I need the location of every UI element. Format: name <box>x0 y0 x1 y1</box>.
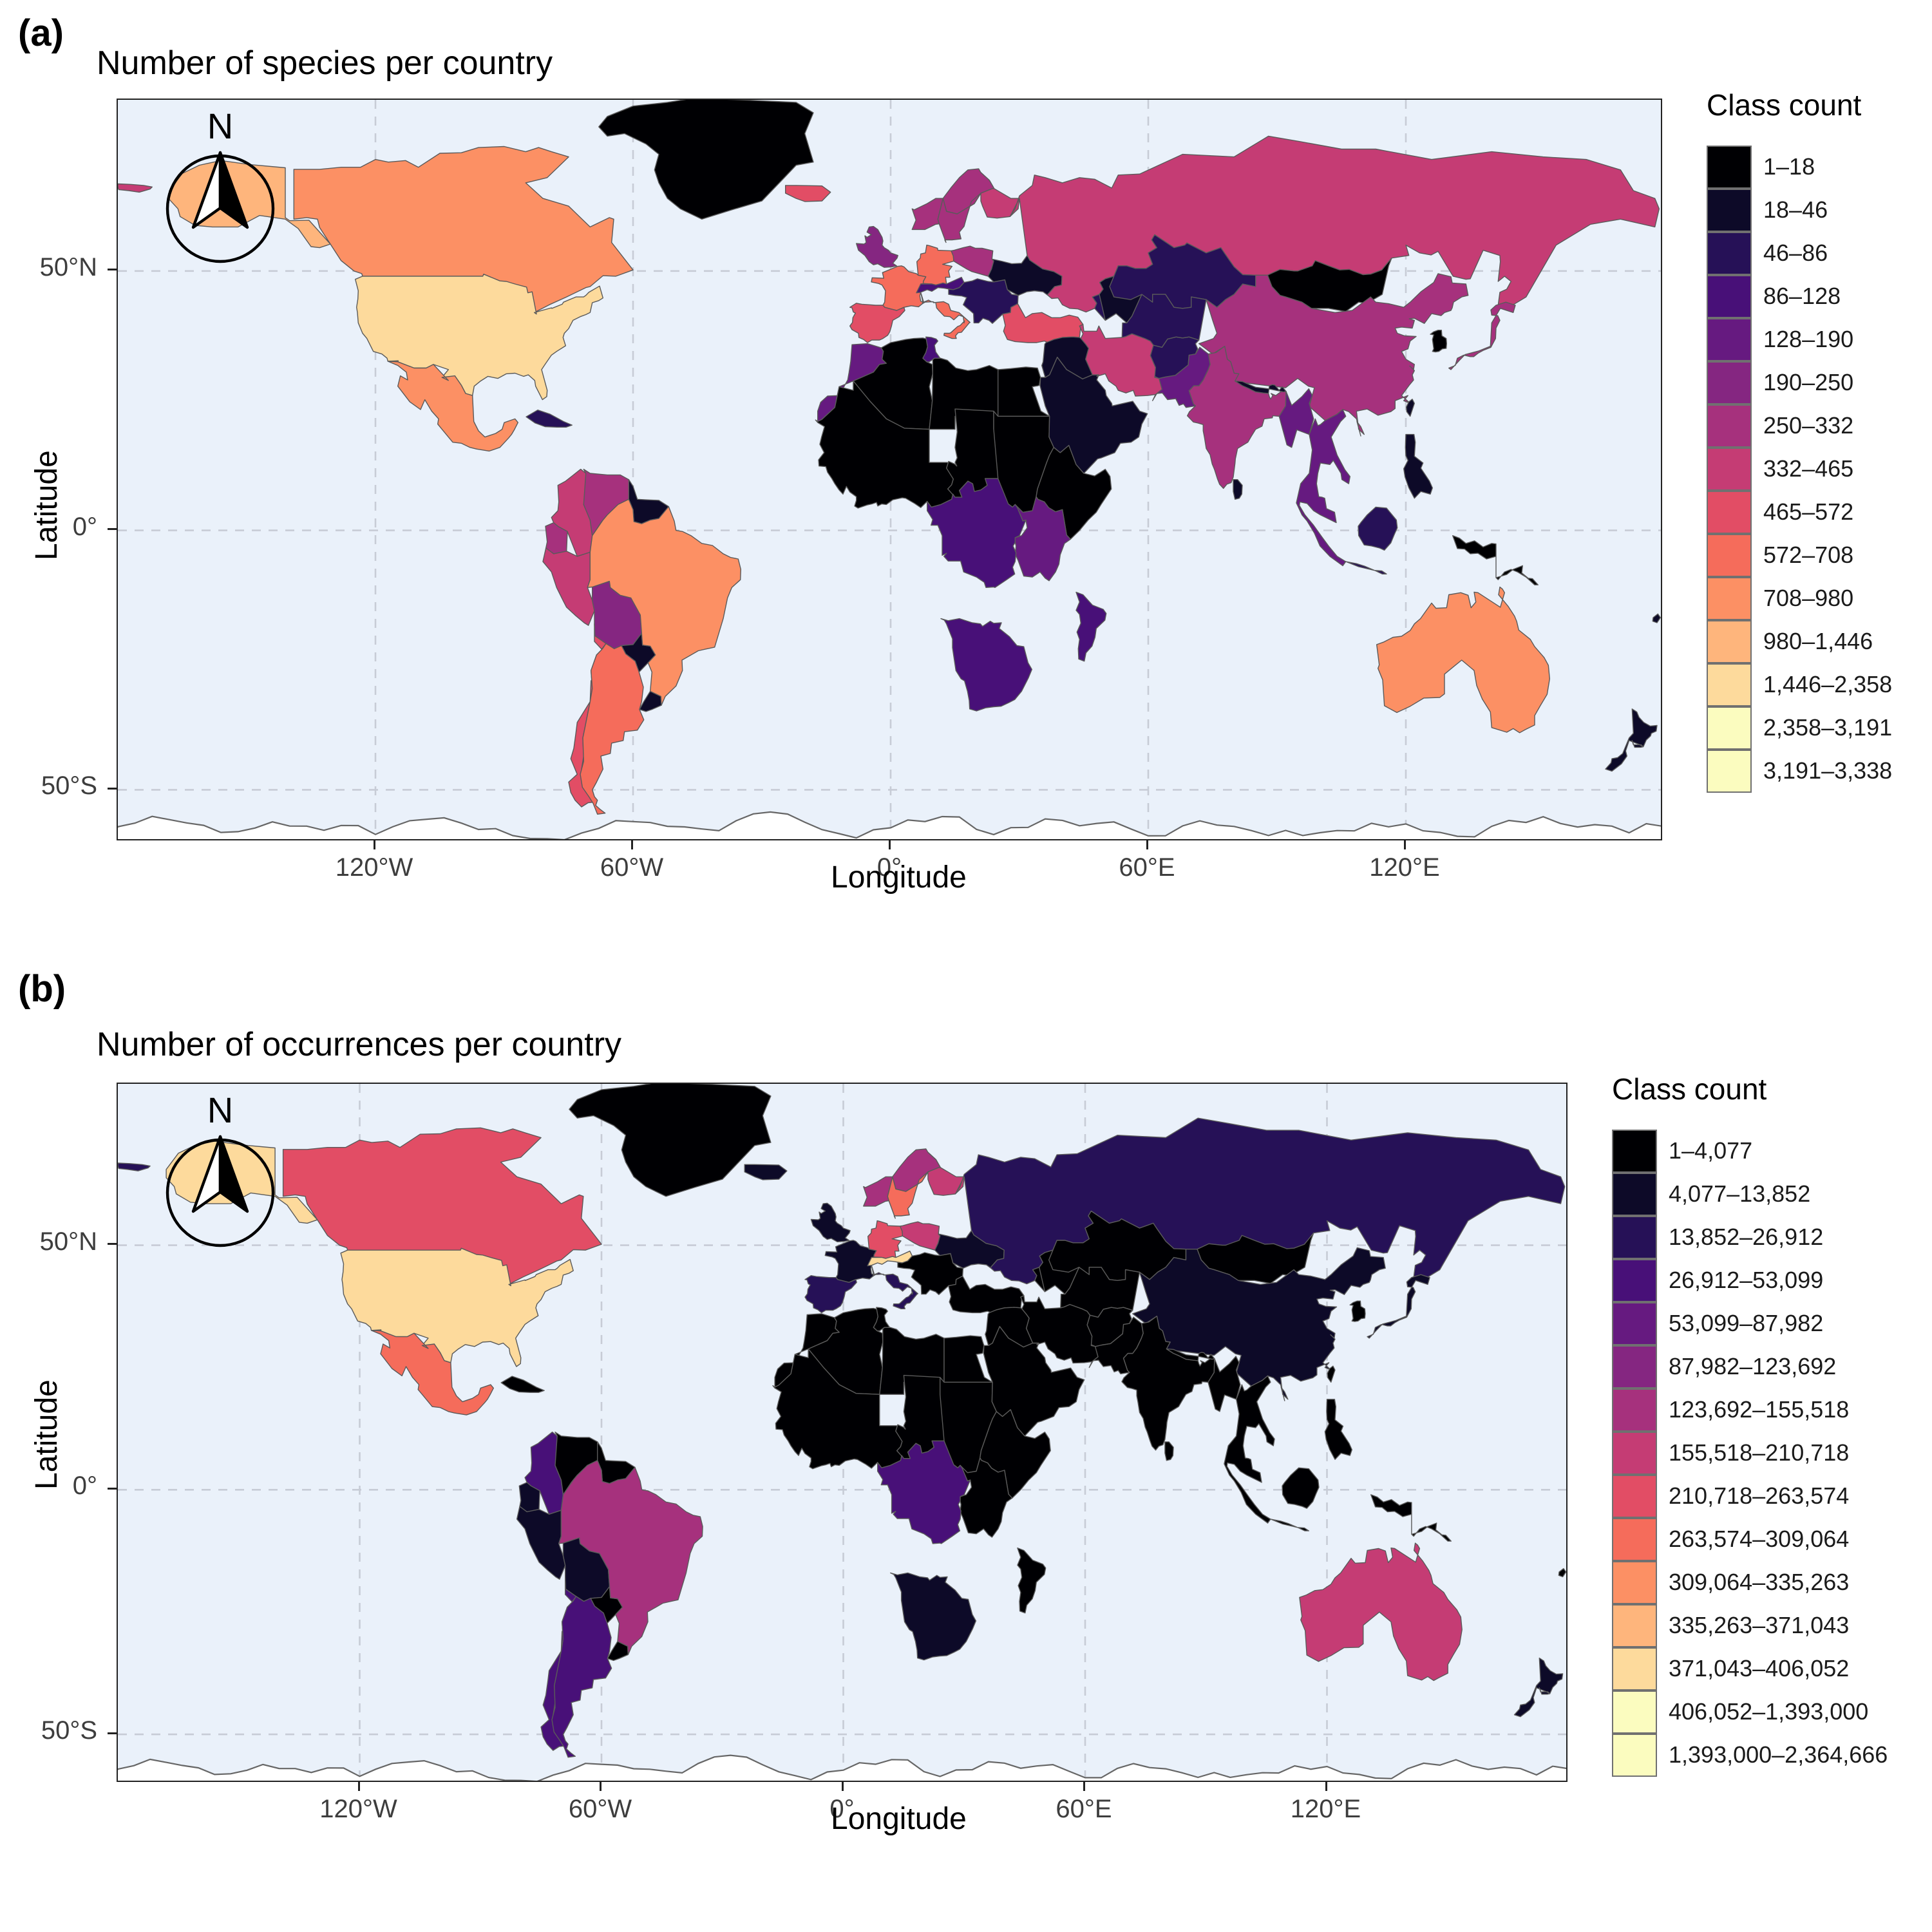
svg-text:N: N <box>207 1090 233 1130</box>
svg-text:N: N <box>207 106 233 146</box>
